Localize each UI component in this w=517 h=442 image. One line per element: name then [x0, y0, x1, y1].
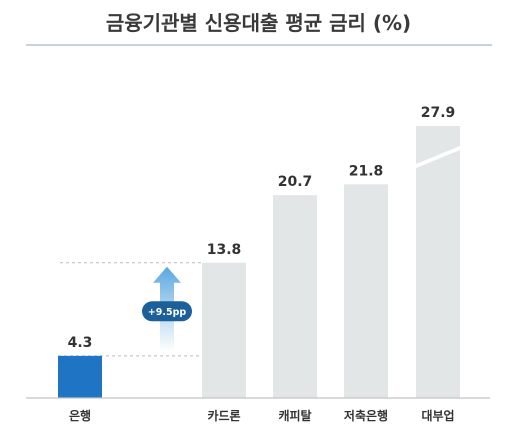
category-label-1: 은행 [69, 408, 91, 423]
value-label-2: 13.8 [207, 242, 242, 258]
value-label-1: 4.3 [68, 335, 93, 351]
category-label-3: 캐피탈 [278, 408, 311, 423]
bar-2 [202, 262, 246, 398]
value-labels: 4.3 13.8 20.7 21.8 27.9 [68, 105, 456, 351]
axis-break-mark [416, 146, 460, 168]
bar-4 [344, 184, 388, 398]
category-label-4: 저축은행 [344, 408, 388, 423]
bar-3 [273, 195, 317, 398]
difference-annotation: +9.5pp [142, 266, 192, 352]
value-label-3: 20.7 [278, 174, 313, 190]
bar-series [58, 126, 460, 398]
value-label-5: 27.9 [421, 105, 456, 121]
difference-badge-label: +9.5pp [148, 307, 187, 318]
category-label-5: 대부업 [421, 409, 454, 423]
category-label-2: 카드론 [207, 408, 240, 423]
bar-1 [58, 355, 102, 398]
chart-title: 금융기관별 신용대출 평균 금리 (%) [106, 11, 411, 35]
category-labels: 은행 카드론 캐피탈 저축은행 대부업 [69, 408, 455, 423]
value-label-4: 21.8 [349, 163, 384, 179]
title-divider [26, 44, 492, 46]
bar-5 [416, 126, 460, 398]
difference-badge [142, 301, 192, 322]
